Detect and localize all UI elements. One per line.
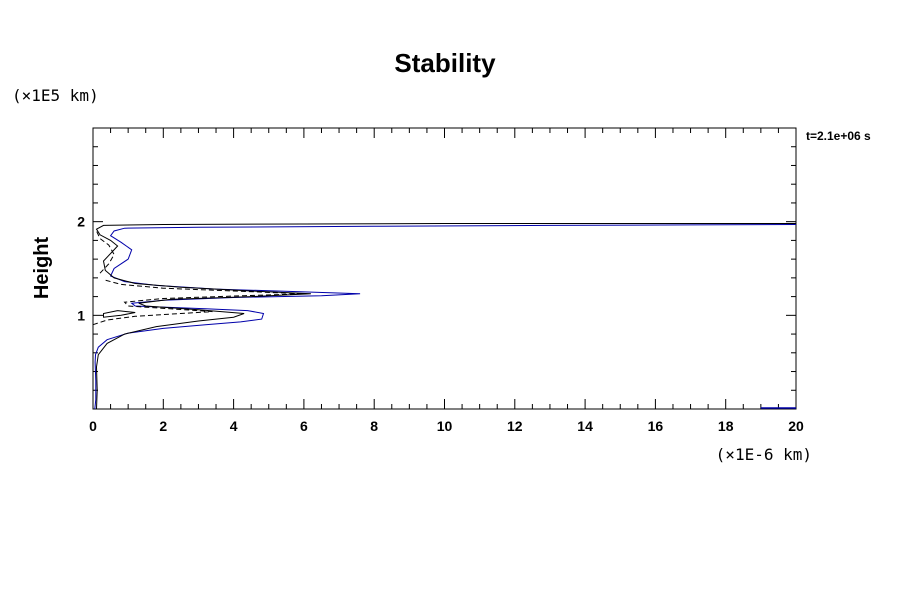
x-tick-label: 10 xyxy=(437,418,453,434)
series-line-2 xyxy=(95,223,796,410)
series-line-4 xyxy=(96,230,115,274)
x-tick-label: 16 xyxy=(648,418,664,434)
x-tick-label: 20 xyxy=(788,418,804,434)
x-tick-label: 14 xyxy=(577,418,593,434)
axis-ticks xyxy=(92,128,797,409)
x-tick-label: 4 xyxy=(230,418,238,434)
x-tick-label: 0 xyxy=(89,418,97,434)
data-series xyxy=(92,223,797,410)
x-tick-label: 6 xyxy=(300,418,308,434)
x-tick-label: 2 xyxy=(159,418,167,434)
x-axis-unit-label: (×1E-6 km) xyxy=(716,445,812,464)
plot-area-frame xyxy=(92,127,797,410)
series-line-3 xyxy=(92,279,304,326)
y-axis-unit-label: (×1E5 km) xyxy=(12,86,99,105)
x-tick-label: 12 xyxy=(507,418,523,434)
y-tick-label: 1 xyxy=(77,307,85,323)
y-axis-title: Height xyxy=(31,237,53,300)
time-label: t=2.1e+06 s xyxy=(806,129,871,143)
chart-title: Stability xyxy=(394,48,496,78)
x-tick-label: 18 xyxy=(718,418,734,434)
x-tick-label: 8 xyxy=(370,418,378,434)
series-line-5 xyxy=(103,310,136,318)
series-line-1 xyxy=(94,224,797,410)
y-tick-label: 2 xyxy=(77,214,85,230)
